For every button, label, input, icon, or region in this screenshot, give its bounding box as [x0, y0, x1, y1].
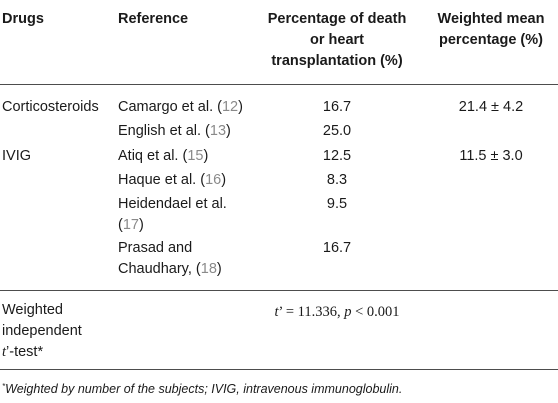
table-row-percentage: 25.0 [322, 123, 352, 139]
stat-t-value: ’ = 11.336, [278, 304, 345, 320]
table-row-reference: Prasad and Chaudhary, (18) [118, 238, 222, 280]
reference-close: ) [203, 148, 209, 164]
header-weighted-line1: Weighted mean [437, 11, 545, 27]
header-weighted-line2: percentage (%) [439, 32, 543, 48]
table-row-reference: Atiq et al. (15) [118, 146, 208, 167]
reference-number[interactable]: 17 [122, 217, 139, 233]
reference-close: ) [216, 261, 222, 277]
reference-number[interactable]: 15 [187, 148, 204, 164]
stat-t-symbol: t [274, 304, 279, 320]
ttest-label-rest: ’-test* [6, 344, 44, 360]
table-row-reference: Haque et al. (16) [118, 170, 226, 191]
reference-text: ( [118, 217, 123, 233]
ttest-label-line2: independent [2, 323, 82, 339]
reference-close: ) [138, 217, 144, 233]
reference-number[interactable]: 18 [200, 261, 217, 277]
header-reference: Reference [118, 11, 189, 27]
table-row-weighted: 11.5 ± 3.0 [459, 148, 523, 164]
reference-text: Camargo et al. ( [118, 99, 222, 115]
reference-text: Heidendael et al. [118, 196, 227, 212]
ttest-statistic: t’ = 11.336, p < 0.001 [240, 302, 434, 323]
table-row-percentage: 8.3 [326, 172, 348, 188]
table-row-reference: Camargo et al. (12) [118, 97, 243, 118]
header-weighted-mean: Weighted mean percentage (%) [426, 9, 556, 51]
ttest-label-line1: Weighted [2, 302, 63, 318]
reference-text-line2: Chaudhary, (18) [118, 259, 222, 280]
table-row-percentage: 9.5 [326, 196, 348, 212]
reference-number[interactable]: 12 [221, 99, 239, 115]
table-row-percentage: 16.7 [322, 99, 352, 115]
header-percentage: Percentage of death or heart transplanta… [258, 9, 416, 72]
table-row-reference: Heidendael et al. (17) [118, 194, 227, 236]
header-divider [0, 84, 558, 85]
table-row-drug: Corticosteroids [2, 99, 99, 115]
table-row-weighted: 21.4 ± 4.2 [458, 99, 524, 115]
header-percentage-line1: Percentage of death [267, 11, 407, 27]
table-row-drug: IVIG [2, 148, 32, 164]
footnote-marker: * [2, 382, 6, 391]
header-percentage-line2: or heart [310, 32, 364, 48]
stat-p-symbol: p [344, 304, 352, 320]
section-divider [0, 290, 558, 291]
table-footnote: *Weighted by number of the subjects; IVI… [2, 381, 402, 397]
header-drugs: Drugs [2, 11, 44, 27]
table-row-percentage: 12.5 [322, 148, 352, 164]
ttest-label-line3: t’-test* [2, 342, 82, 363]
reference-close: ) [221, 172, 227, 188]
reference-text: English et al. ( [118, 123, 210, 139]
reference-text: Haque et al. ( [118, 172, 206, 188]
reference-text: Prasad and [118, 240, 193, 256]
ttest-label: Weighted independent t’-test* [2, 300, 82, 363]
stat-p-value: < 0.001 [351, 304, 400, 320]
table-bottom-divider [0, 369, 558, 370]
reference-number[interactable]: 16 [205, 172, 222, 188]
reference-close: ) [238, 99, 243, 115]
reference-text: Chaudhary, ( [118, 261, 201, 277]
table-row-percentage: 16.7 [322, 240, 352, 256]
reference-number[interactable]: 13 [209, 123, 227, 139]
reference-text: Atiq et al. ( [118, 148, 188, 164]
table-row-reference: English et al. (13) [118, 121, 231, 142]
header-percentage-line3: transplantation (%) [271, 53, 403, 69]
reference-text-line2: (17) [118, 215, 227, 236]
ttest-symbol: t [2, 344, 7, 360]
footnote-text: Weighted by number of the subjects; IVIG… [5, 382, 403, 396]
reference-close: ) [226, 123, 231, 139]
